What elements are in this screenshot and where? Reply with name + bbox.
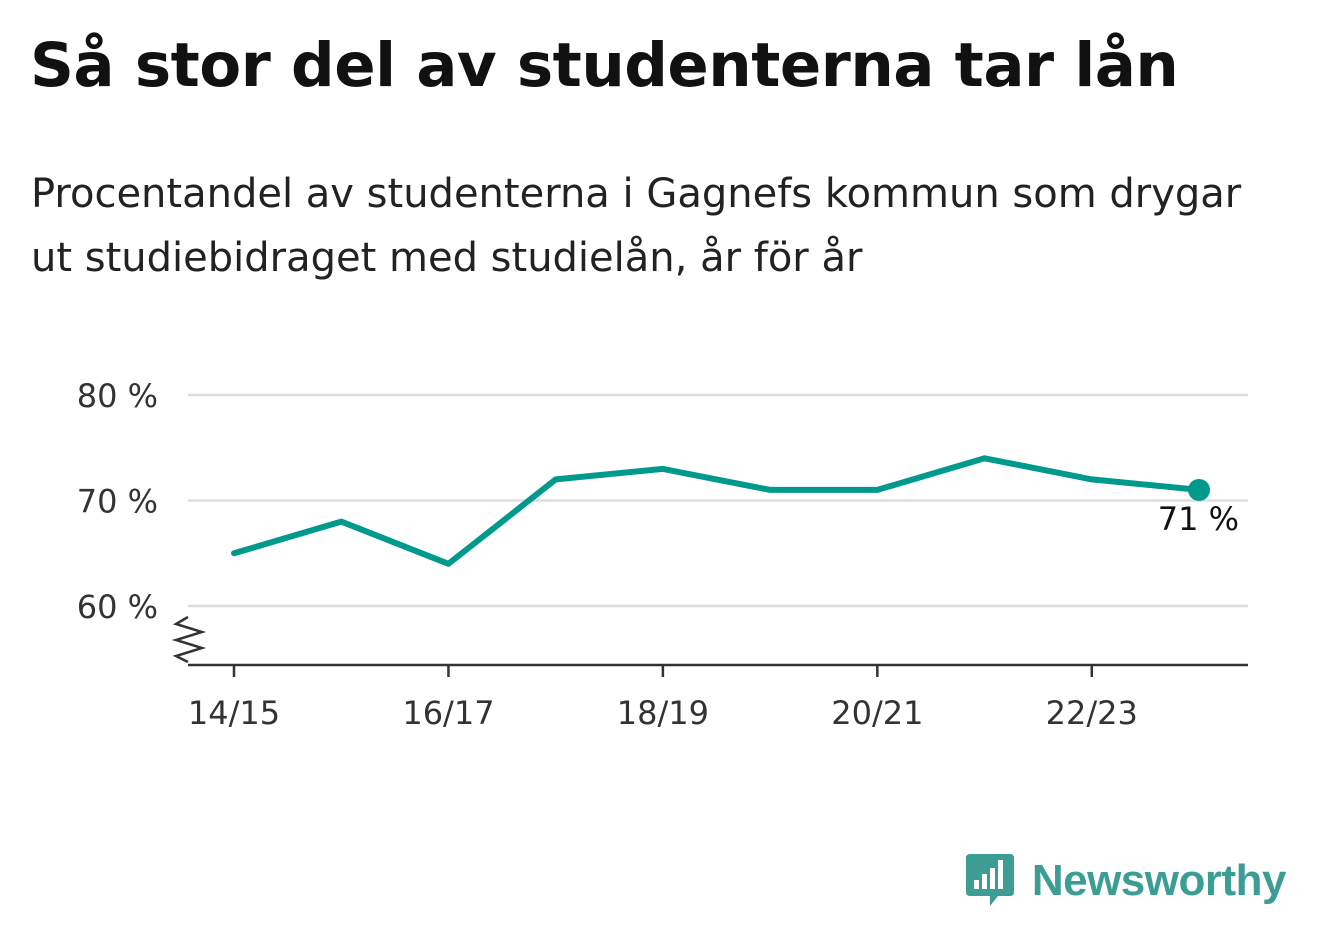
- brand-name: Newsworthy: [1031, 856, 1287, 905]
- y-tick-label-70: 70 %: [77, 483, 158, 521]
- series-line: [231, 455, 1202, 567]
- chart-subtitle: Procentandel av studenterna i Gagnefs ko…: [31, 171, 1242, 281]
- line-chart: 60 % 70 % 80 % 14/15 16/17 18/19 20/21 22/23 71 …: [77, 377, 1248, 732]
- x-tick-label-20-21: 20/21: [831, 694, 923, 732]
- chart-title: Så stor del av studenterna tar lån: [30, 30, 1179, 101]
- end-value-label: 71 %: [1158, 500, 1239, 538]
- x-tick-label-16-17: 16/17: [402, 694, 494, 732]
- series-end-point: [1188, 478, 1210, 501]
- x-tick-label-18-19: 18/19: [617, 694, 709, 732]
- x-tick-label-22-23: 22/23: [1046, 694, 1138, 732]
- x-tick-label-14-15: 14/15: [188, 694, 280, 732]
- y-tick-label-60: 60 %: [77, 588, 158, 626]
- y-tick-label-80: 80 %: [77, 377, 158, 415]
- bar-chart-speech-bubble-icon: [962, 850, 1020, 912]
- brand-logo: Newsworthy: [962, 850, 1287, 912]
- y-axis-break-icon: [171, 615, 207, 664]
